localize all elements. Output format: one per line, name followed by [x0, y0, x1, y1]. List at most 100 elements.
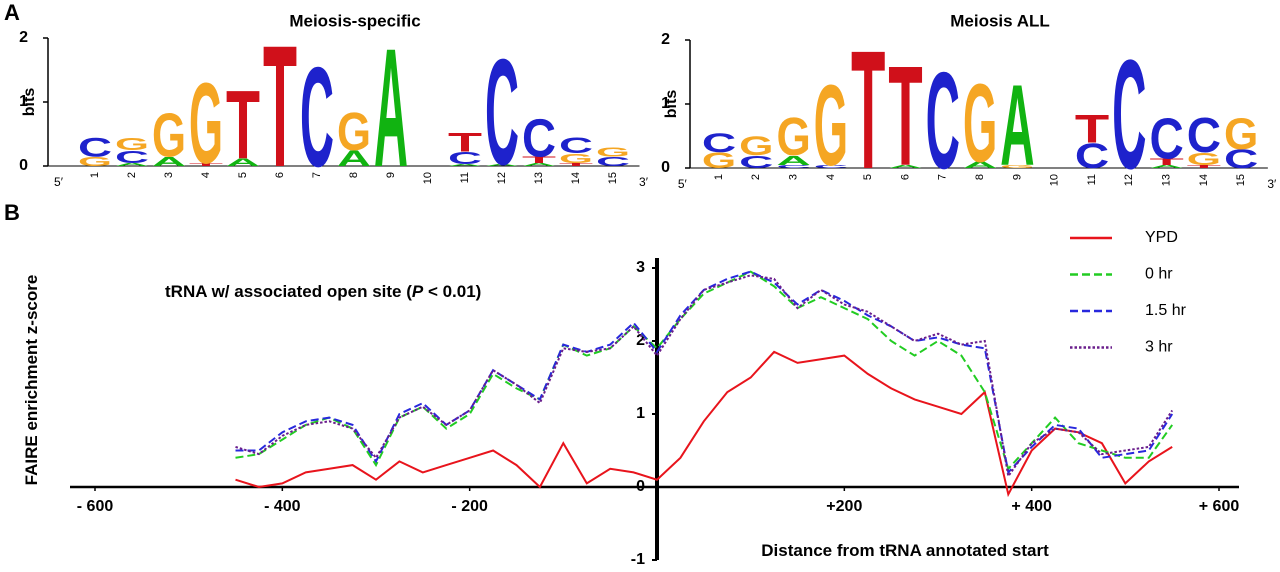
y-tick-label: 1 — [636, 405, 645, 422]
logo-title: Meiosis ALL — [950, 11, 1050, 30]
x-tick-label: - 200 — [451, 498, 488, 515]
end-label: 3′ — [639, 175, 649, 189]
logo-letter: T — [1187, 164, 1222, 169]
logo-letter: A — [226, 156, 260, 168]
x-tick-label: - 600 — [77, 498, 114, 515]
logo-letter: G — [337, 103, 371, 162]
logo-letter: T — [1075, 106, 1109, 151]
end-label: 3′ — [1267, 177, 1277, 191]
logo-letter: C — [702, 128, 736, 158]
logo-letter: T — [263, 10, 297, 204]
position-label: 12 — [1123, 174, 1135, 186]
logo-letter: C — [1149, 106, 1183, 171]
y-axis-label: bits — [663, 90, 680, 119]
logo-letter: G — [596, 144, 630, 159]
logo-letter: G — [115, 134, 149, 154]
y-tick-label: -1 — [631, 551, 645, 567]
logo-letter: G — [1000, 164, 1034, 169]
logo-letter: A — [448, 164, 482, 167]
position-label: 5 — [237, 172, 249, 178]
logo-letter: T — [448, 127, 482, 157]
logo-letter: A — [374, 14, 408, 202]
logo-letter: G — [776, 108, 810, 168]
logo-letter: G — [739, 131, 773, 161]
logo-letter: C — [559, 134, 593, 159]
logo-letter: C — [78, 132, 112, 162]
logo-letter: G — [152, 101, 186, 171]
position-label: 5 — [862, 174, 874, 180]
logo-letter: T — [851, 17, 885, 205]
logo-letter: C — [1187, 107, 1221, 162]
y-tick-label: 1 — [19, 93, 28, 110]
logo-letter: G — [189, 58, 223, 187]
logo-letter: C — [448, 148, 482, 168]
y-tick-label: 2 — [19, 29, 28, 46]
position-label: 7 — [311, 172, 323, 178]
logo-letter: C — [115, 147, 149, 167]
y-axis-label: FAIRE enrichment z-score — [22, 275, 41, 486]
position-label: 6 — [899, 174, 911, 180]
position-label: 14 — [1198, 174, 1210, 186]
y-tick-label: 1 — [661, 95, 670, 112]
logo-letter: G — [814, 60, 848, 189]
logo-letter: A — [888, 164, 922, 169]
logo-letter: C — [522, 110, 556, 169]
y-tick-label: 2 — [661, 31, 670, 48]
position-label: 13 — [533, 172, 545, 184]
logo-letter: C — [485, 28, 519, 197]
position-label: 15 — [1235, 174, 1247, 186]
legend-label: 0 hr — [1145, 266, 1173, 283]
y-axis-label: bits — [21, 88, 38, 117]
logo-letter: A — [963, 160, 997, 170]
position-label: 10 — [1049, 174, 1061, 186]
y-tick-label: 2 — [636, 332, 645, 349]
x-tick-label: +200 — [826, 498, 862, 515]
annotation-part: < 0.01) — [423, 282, 481, 301]
logo-letter: C — [1224, 144, 1258, 174]
logo-letter: G — [1187, 149, 1221, 169]
logo-letter: A — [522, 162, 556, 167]
legend-label: 3 hr — [1145, 339, 1173, 356]
logo-letter: T — [189, 162, 223, 167]
position-label: 9 — [385, 172, 397, 178]
position-label: 10 — [422, 172, 434, 184]
logo-letter: T — [226, 69, 260, 179]
logo-letter: C — [1075, 137, 1109, 176]
position-label: 2 — [750, 174, 762, 180]
position-label: 1 — [89, 172, 101, 178]
logo-letter: G — [702, 149, 736, 173]
panel-label: A — [4, 0, 20, 25]
position-label: 8 — [974, 174, 986, 180]
logo-letter: A — [337, 146, 371, 171]
logo-letter: A — [115, 162, 149, 167]
logo-letter: A — [152, 154, 186, 169]
x-tick-label: - 400 — [264, 498, 301, 515]
position-label: 7 — [937, 174, 949, 180]
series-line — [235, 270, 1174, 475]
position-label: 13 — [1161, 174, 1173, 186]
logo-letter: T — [888, 36, 922, 195]
position-label: 9 — [1011, 174, 1023, 180]
position-label: 4 — [200, 172, 212, 178]
logo-letter: T — [559, 162, 593, 167]
position-label: 2 — [126, 172, 138, 178]
logo-letter: C — [596, 154, 630, 169]
logo-letter: C — [1112, 27, 1146, 201]
logo-letter: C — [739, 152, 773, 172]
logo-letter: T — [522, 155, 557, 165]
annotation-part: tRNA w/ associated open site ( — [165, 282, 412, 301]
legend-label: 1.5 hr — [1145, 302, 1187, 319]
annotation: tRNA w/ associated open site (P < 0.01) — [165, 282, 481, 301]
position-label: 3 — [788, 174, 800, 180]
x-axis-label: Distance from tRNA annotated start — [761, 541, 1049, 560]
logo-letter: C — [814, 164, 848, 169]
y-tick-label: 0 — [19, 157, 28, 174]
y-tick-label: 3 — [636, 259, 645, 276]
x-tick-label: + 600 — [1199, 498, 1240, 515]
panel-label: B — [4, 200, 20, 225]
logo-letter: G — [559, 151, 593, 166]
logo-letter: A — [1149, 164, 1183, 169]
position-label: 8 — [348, 172, 360, 178]
logo-letter: T — [1149, 157, 1184, 167]
